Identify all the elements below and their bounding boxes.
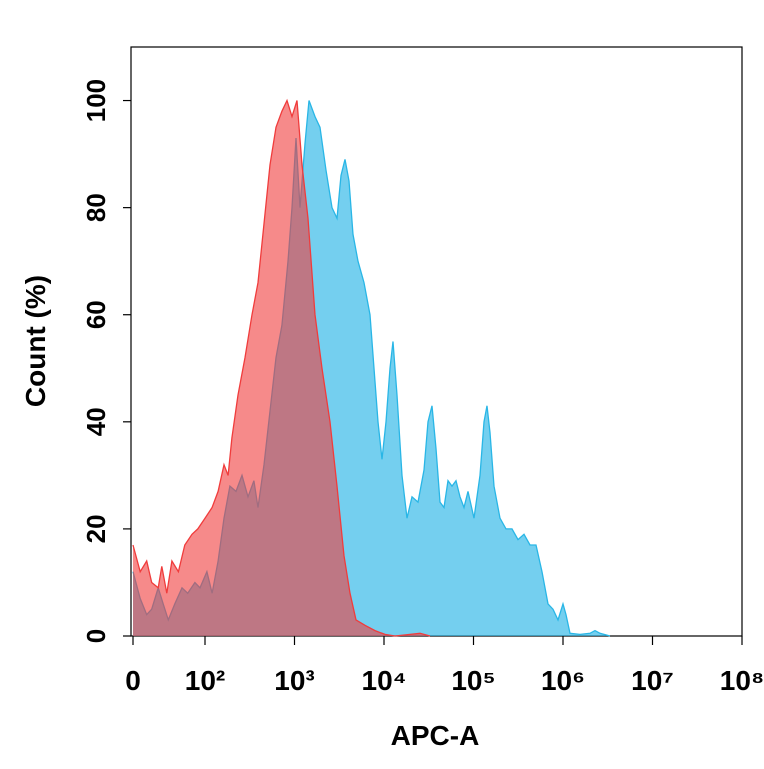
area-outline <box>132 98 431 637</box>
x-tick-label: 10⁸ <box>720 665 764 696</box>
y-tick-label: 40 <box>81 407 111 436</box>
x-axis-label: APC-A <box>391 720 480 751</box>
y-tick-label: 0 <box>81 629 111 643</box>
y-tick-label: 80 <box>81 193 111 222</box>
x-tick-label: 10⁷ <box>631 665 674 696</box>
y-tick-label: 100 <box>81 79 111 122</box>
x-tick-label: 10⁵ <box>451 665 495 696</box>
y-tick-label: 60 <box>81 300 111 329</box>
x-tick-label: 10² <box>185 665 225 696</box>
y-tick-label: 20 <box>81 514 111 543</box>
x-tick-label: 10³ <box>274 665 314 696</box>
area-fill <box>133 100 431 636</box>
x-tick-label: 10⁶ <box>541 665 585 696</box>
x-tick-label: 0 <box>125 665 141 696</box>
x-tick-label: 10⁴ <box>362 665 407 696</box>
y-axis-label: Count (%) <box>20 275 51 407</box>
